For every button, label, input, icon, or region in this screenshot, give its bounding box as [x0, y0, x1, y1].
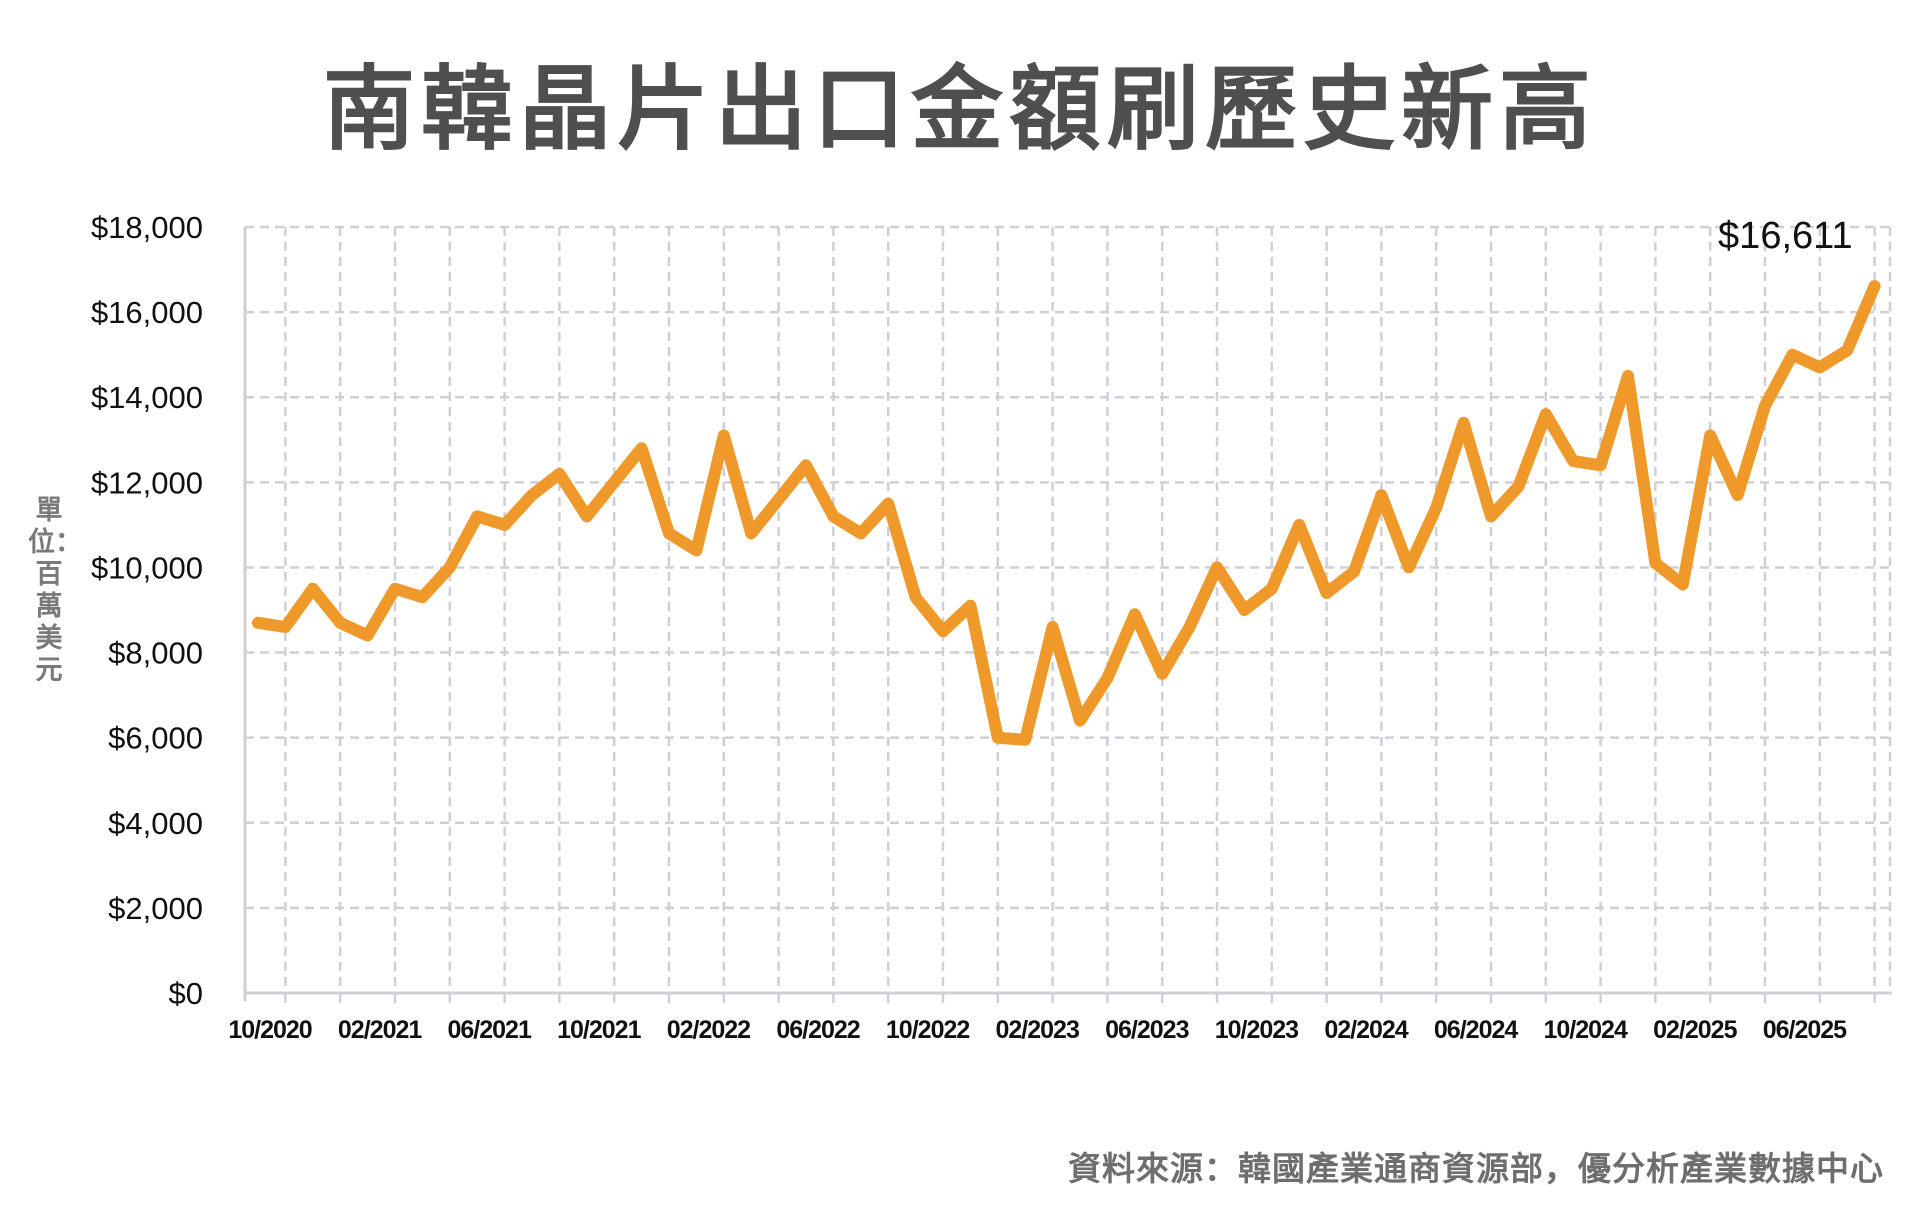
- y-tick-label: $14,000: [91, 380, 203, 415]
- x-tick-label: 06/2024: [1434, 1016, 1518, 1044]
- y-tick-label: $16,000: [91, 295, 203, 330]
- x-tick-label: 02/2025: [1653, 1016, 1737, 1044]
- x-tick-label: 10/2022: [886, 1016, 969, 1044]
- x-tick-label: 06/2023: [1105, 1016, 1188, 1044]
- x-tick-label: 02/2022: [667, 1016, 750, 1044]
- y-tick-label: $0: [169, 976, 203, 1011]
- y-tick-label: $8,000: [108, 636, 203, 671]
- series-line: [252, 280, 1881, 746]
- x-tick-label: 06/2021: [448, 1016, 532, 1044]
- source-note: 資料來源：韓國產業通商資源部，優分析產業數據中心: [1068, 1149, 1884, 1188]
- x-tick-label: 02/2021: [338, 1016, 422, 1044]
- x-tick-label: 10/2021: [557, 1016, 641, 1044]
- y-axis-label: 單位：百萬美元: [28, 495, 82, 686]
- grid: [245, 225, 1892, 993]
- y-tick-labels: $0 $2,000 $4,000 $6,000 $8,000 $10,000 $12,000…: [91, 210, 203, 1011]
- y-tick-label: $4,000: [108, 806, 203, 841]
- x-tick-label: 02/2024: [1324, 1016, 1408, 1044]
- x-tick-label: 10/2023: [1215, 1016, 1298, 1044]
- axes: [243, 227, 1892, 1003]
- x-tick-label: 10/2020: [228, 1016, 311, 1044]
- y-tick-label: $12,000: [91, 465, 203, 500]
- x-tick-label: 06/2025: [1763, 1016, 1847, 1044]
- y-tick-label: $2,000: [108, 891, 203, 926]
- chart-title: 南韓晶片出口金額刷歷史新高: [322, 56, 1597, 163]
- annotations: $16,611: [1718, 215, 1853, 257]
- x-tick-labels: 10/2020 02/2021 06/2021 10/2021 02/2022 06/20…: [228, 1016, 1848, 1044]
- y-tick-label: $6,000: [108, 721, 203, 756]
- x-tick-label: 06/2022: [776, 1016, 859, 1044]
- y-tick-label: $10,000: [91, 550, 203, 585]
- x-tick-label: 02/2023: [996, 1016, 1079, 1044]
- data-label: $16,611: [1718, 215, 1853, 257]
- series-layer: [252, 280, 1881, 746]
- x-tick-label: 10/2024: [1544, 1016, 1628, 1044]
- y-tick-label: $18,000: [91, 210, 203, 245]
